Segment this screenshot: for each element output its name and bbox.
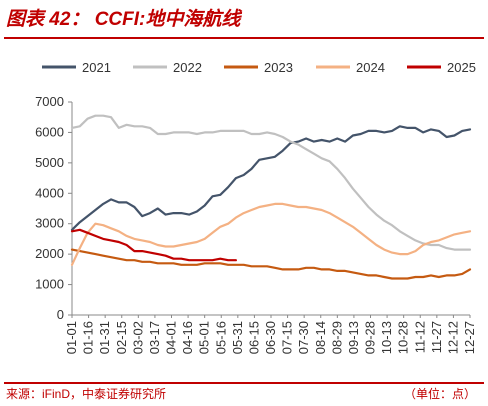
series-line-2025 — [70, 228, 237, 262]
chart-legend: 2021 2022 2023 2024 2025 — [42, 60, 476, 75]
x-tick-label: 07-30 — [296, 321, 311, 354]
x-tick-label: 12-12 — [445, 321, 460, 354]
x-tick-label: 09-13 — [346, 321, 361, 354]
y-tick-label: 7000 — [35, 94, 64, 109]
source-note: 来源：iFinD，中泰证券研究所 — [6, 387, 167, 401]
x-tick-label: 03-02 — [130, 321, 145, 354]
x-tick-label: 01-16 — [81, 321, 96, 354]
title-rule — [4, 37, 484, 39]
legend-label-2024: 2024 — [356, 60, 385, 75]
series-layer — [70, 114, 472, 280]
legend-label-2022: 2022 — [173, 60, 202, 75]
series-line-2021 — [70, 125, 472, 231]
x-tick-label: 11-12 — [412, 321, 427, 353]
y-tick-label: 2000 — [35, 246, 64, 261]
y-tick-label: 5000 — [35, 155, 64, 170]
x-tick-label: 05-16 — [213, 321, 228, 354]
x-tick-label: 05-01 — [197, 321, 212, 354]
legend-label-2025: 2025 — [447, 60, 476, 75]
x-tick-label: 09-28 — [363, 321, 378, 354]
x-tick-label: 01-31 — [97, 321, 112, 354]
x-tick-label: 04-01 — [164, 321, 179, 354]
x-tick-label: 07-15 — [280, 321, 295, 354]
x-tick-label: 08-14 — [313, 321, 328, 354]
x-tick-label: 05-31 — [230, 321, 245, 354]
x-tick-label: 02-15 — [114, 321, 129, 354]
y-tick-label: 6000 — [35, 124, 64, 139]
line-chart: 2021 2022 2023 2024 2025 0 1000 2000 3000 4000 50… — [35, 60, 477, 354]
y-tick-label: 4000 — [35, 185, 64, 200]
x-tick-label: 01-01 — [64, 321, 79, 354]
y-tick-label: 1000 — [35, 277, 64, 292]
x-tick-label: 10-13 — [379, 321, 394, 354]
x-tick-label: 10-28 — [396, 321, 411, 354]
legend-label-2021: 2021 — [82, 60, 111, 75]
x-tick-label: 08-29 — [329, 321, 344, 354]
x-tick-label: 06-15 — [246, 321, 261, 354]
x-axis: 01-01 01-16 01-31 02-15 03-02 03-17 04-01 04-16… — [64, 314, 477, 354]
x-tick-label: 03-17 — [147, 321, 162, 354]
series-line-2023 — [70, 248, 472, 280]
x-tick-label: 04-16 — [180, 321, 195, 354]
y-axis: 0 1000 2000 3000 4000 5000 6000 7000 — [35, 94, 73, 322]
y-tick-label: 3000 — [35, 216, 64, 231]
series-line-2022 — [70, 114, 472, 251]
y-tick-label: 0 — [57, 307, 64, 322]
unit-note: （单位：点） — [403, 387, 476, 401]
series-line-2024 — [70, 202, 472, 266]
footer-rule — [4, 382, 484, 384]
figure-title: 图表 42： CCFI:地中海航线 — [6, 9, 241, 30]
x-tick-label: 11-27 — [429, 321, 444, 353]
x-tick-label: 06-30 — [263, 321, 278, 354]
x-tick-label: 12-27 — [462, 321, 477, 354]
legend-label-2023: 2023 — [264, 60, 293, 75]
